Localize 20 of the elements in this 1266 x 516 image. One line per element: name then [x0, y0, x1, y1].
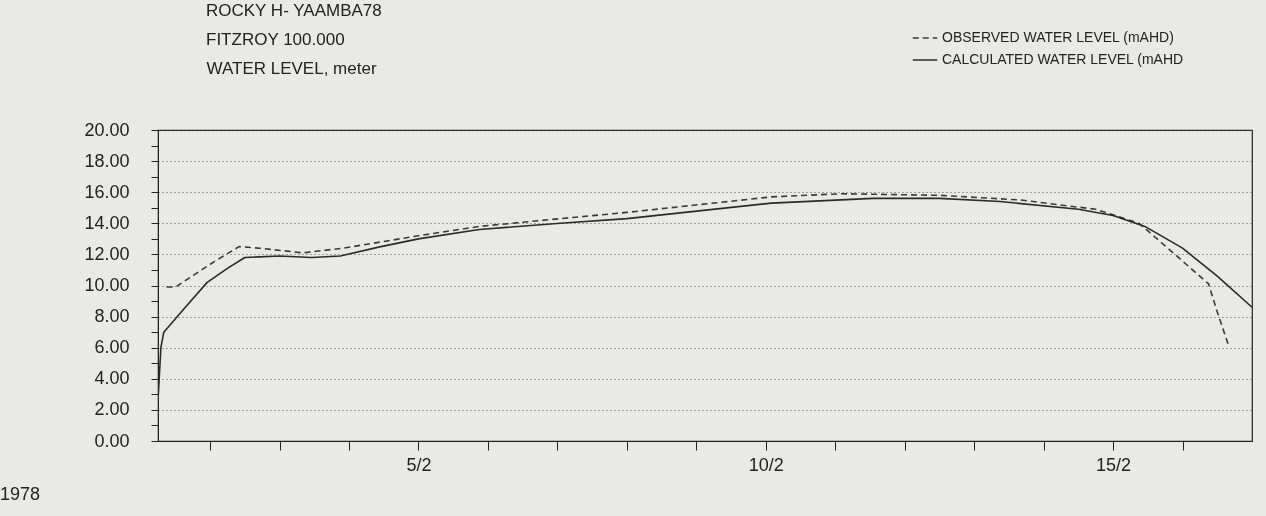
y-tick-label: 10.00: [84, 275, 130, 295]
chart-title: ROCKY H- YAAMBA78: [206, 1, 382, 20]
y-tick-label: 2.00: [94, 399, 130, 420]
legend-label: OBSERVED WATER LEVEL (mAHD): [942, 29, 1174, 45]
y-tick-label: 4.00: [94, 368, 130, 389]
legend-label: CALCULATED WATER LEVEL (mAHD: [942, 51, 1184, 67]
x-tick-label: 10/2: [748, 454, 784, 475]
y-tick-label: 12.00: [84, 243, 130, 264]
y-tick-label: 20.00: [84, 119, 130, 140]
chart-subtitle: FITZROY 100.000: [206, 30, 345, 49]
text: 1978: [0, 484, 41, 504]
y-tick-label: 8.00: [94, 306, 130, 327]
x-tick-label: 15/2: [1096, 454, 1132, 475]
x-tick-label: 5/2: [406, 454, 432, 475]
y-tick-label: 18.00: [84, 150, 130, 171]
y-tick-label: 0.00: [94, 430, 130, 451]
y-tick-label: 16.00: [84, 181, 130, 202]
y-tick-label: 14.00: [84, 212, 130, 233]
y-axis-title: WATER LEVEL, meter: [206, 58, 377, 78]
y-tick-label: 6.00: [94, 337, 130, 358]
